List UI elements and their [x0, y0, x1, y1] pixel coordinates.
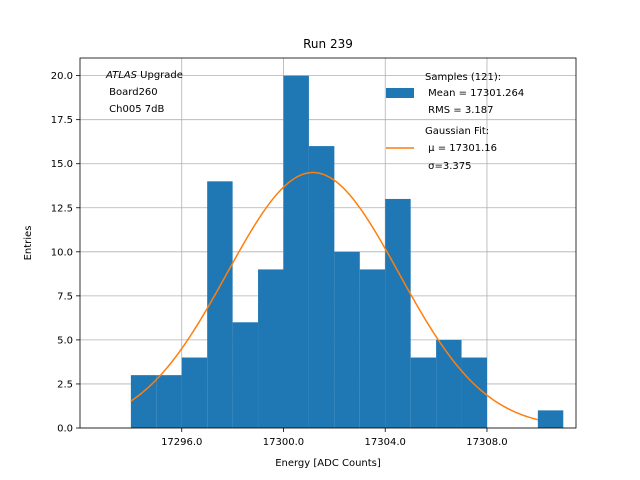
y-axis-ticks: 0.0 2.5 5.0 7.5 10.0 12.5 15.0 17.5 20.0 — [51, 71, 80, 435]
histogram-bar — [436, 339, 462, 428]
histogram-bar — [334, 251, 360, 428]
axes-spines — [79, 57, 577, 429]
y-tick-label: 0.0 — [57, 424, 73, 435]
x-tick-label: 17300.0 — [263, 437, 304, 448]
y-tick-label: 12.5 — [51, 203, 73, 214]
annotation-line-1: ATLAS Upgrade — [105, 70, 183, 81]
histogram-bar — [410, 357, 437, 428]
legend-swatch-samples — [386, 88, 414, 98]
histogram-bar — [207, 181, 233, 428]
legend-fit-line-2: μ = 17301.16 — [425, 143, 497, 154]
histogram-bar — [385, 198, 411, 428]
chart-title: Run 239 — [303, 37, 353, 51]
y-tick-label: 5.0 — [57, 335, 73, 346]
y-tick-label: 17.5 — [51, 115, 73, 126]
legend-samples-line-1: Samples (121): — [425, 72, 501, 83]
histogram-bar — [232, 322, 259, 428]
gaussian-fit-curve — [130, 171, 539, 421]
y-axis-label: Entries — [23, 226, 34, 261]
x-axis-label: Energy [ADC Counts] — [275, 458, 381, 469]
histogram-bar — [283, 75, 309, 428]
histogram-bar — [258, 269, 284, 428]
x-axis-ticks: 17296.0 17300.0 17304.0 17308.0 — [161, 428, 508, 448]
x-tick-label: 17304.0 — [365, 437, 406, 448]
histogram-bar — [537, 410, 564, 428]
annotation-line-3: Ch005 7dB — [106, 104, 164, 115]
legend: Samples (121): Mean = 17301.264 RMS = 3.… — [386, 72, 524, 172]
y-tick-label: 15.0 — [51, 159, 73, 170]
x-tick-label: 17296.0 — [161, 437, 202, 448]
y-tick-label: 7.5 — [57, 291, 73, 302]
y-tick-label: 10.0 — [51, 247, 73, 258]
legend-fit-line-3: σ=3.375 — [425, 161, 472, 172]
histogram-bar — [308, 146, 335, 428]
y-tick-label: 20.0 — [51, 71, 73, 82]
legend-fit-line-1: Gaussian Fit: — [425, 126, 489, 137]
legend-samples-line-2: Mean = 17301.264 — [425, 88, 524, 99]
histogram-bar — [156, 375, 182, 428]
annotation-line-2: Board260 — [106, 87, 158, 98]
histogram-bar — [359, 269, 386, 428]
histogram-bars — [130, 75, 564, 428]
histogram-bar — [181, 357, 208, 428]
x-tick-label: 17308.0 — [466, 437, 507, 448]
legend-samples-line-3: RMS = 3.187 — [425, 105, 493, 116]
y-tick-label: 2.5 — [57, 379, 73, 390]
annotation-text: ATLAS Upgrade Board260 Ch005 7dB — [105, 70, 183, 115]
